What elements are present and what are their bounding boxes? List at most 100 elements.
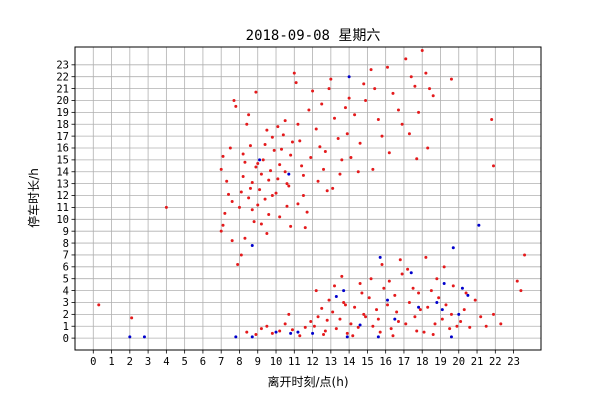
data-point-red	[290, 140, 294, 144]
data-point-red	[269, 169, 273, 173]
data-point-red	[413, 84, 417, 88]
data-point-red	[523, 253, 527, 257]
y-tick-label: 9	[63, 226, 69, 238]
y-tick-label: 3	[63, 297, 69, 309]
data-point-red	[228, 146, 232, 150]
data-point-red	[241, 152, 245, 156]
data-point-blue	[274, 330, 278, 334]
data-point-red	[263, 142, 267, 146]
data-point-red	[369, 68, 373, 72]
y-tick-label: 21	[56, 83, 69, 95]
data-point-red	[227, 192, 231, 196]
plot-frame	[74, 46, 542, 351]
data-point-red	[256, 161, 260, 165]
data-point-red	[473, 298, 477, 302]
data-point-red	[364, 98, 368, 102]
data-point-red	[491, 312, 495, 316]
data-point-red	[424, 71, 428, 75]
data-point-red	[400, 122, 404, 126]
data-point-red	[404, 57, 408, 61]
data-point-red	[464, 291, 468, 295]
data-point-red	[468, 325, 472, 329]
data-point-red	[376, 117, 380, 121]
data-point-red	[285, 182, 289, 186]
data-point-blue	[435, 300, 439, 304]
x-tick-label: 11	[288, 356, 301, 368]
data-point-red	[389, 327, 393, 331]
data-point-red	[369, 277, 373, 281]
data-point-red	[362, 82, 366, 86]
data-point-red	[245, 330, 249, 334]
data-point-red	[254, 90, 258, 94]
data-point-red	[301, 173, 305, 177]
data-point-red	[254, 333, 258, 337]
x-tick-label: 17	[398, 356, 411, 368]
data-point-red	[484, 324, 488, 328]
x-tick-label: 0	[90, 356, 96, 368]
x-tick-label: 10	[270, 356, 283, 368]
data-point-red	[449, 77, 453, 81]
data-point-red	[373, 87, 377, 91]
data-point-red	[382, 286, 386, 290]
data-point-blue	[466, 293, 470, 297]
data-point-red	[256, 203, 260, 207]
data-point-red	[455, 324, 459, 328]
y-tick-label: 23	[56, 60, 69, 72]
data-point-red	[375, 308, 379, 312]
x-ticks: 0 1 2 3 4 5 6 7 8 9 10 11 12 13 14 15 16 17 18 19 20 21 22 23	[90, 350, 520, 368]
data-point-blue	[358, 323, 362, 327]
data-point-red	[431, 94, 435, 98]
data-point-red	[420, 49, 424, 53]
data-point-red	[413, 315, 417, 319]
x-tick-label: 1	[108, 356, 114, 368]
data-point-red	[490, 117, 494, 121]
x-tick-label: 4	[163, 356, 169, 368]
data-point-red	[283, 322, 287, 326]
data-point-red	[320, 306, 324, 310]
y-tick-label: 10	[56, 214, 69, 226]
data-point-red	[316, 179, 320, 183]
data-point-red	[322, 167, 326, 171]
data-point-red	[221, 223, 225, 227]
data-point-red	[417, 110, 421, 114]
data-point-red	[303, 325, 307, 329]
y-tick-label: 19	[56, 107, 69, 119]
x-tick-label: 19	[434, 356, 447, 368]
data-point-red	[270, 135, 274, 139]
data-point-red	[323, 150, 327, 154]
data-point-blue	[128, 335, 132, 339]
x-tick-label: 5	[181, 356, 187, 368]
x-axis-label: 离开时刻/点(h)	[267, 374, 348, 389]
data-point-red	[395, 310, 399, 314]
y-tick-label: 12	[56, 190, 69, 202]
data-point-red	[243, 236, 247, 240]
x-tick-label: 22	[489, 356, 502, 368]
data-point-red	[258, 188, 262, 192]
y-tick-label: 14	[56, 166, 69, 178]
data-point-red	[331, 310, 335, 314]
x-tick-label: 18	[416, 356, 429, 368]
data-point-blue	[393, 317, 397, 321]
x-tick-label: 21	[471, 356, 484, 368]
data-point-red	[459, 319, 463, 323]
data-point-red	[289, 224, 293, 228]
x-tick-label: 15	[361, 356, 374, 368]
data-point-red	[247, 196, 251, 200]
data-point-red	[336, 136, 340, 140]
data-point-red	[358, 141, 362, 145]
data-point-red	[312, 324, 316, 328]
data-point-red	[318, 145, 322, 149]
x-tick-label: 7	[218, 356, 224, 368]
data-point-red	[219, 167, 223, 171]
data-point-red	[334, 327, 338, 331]
data-point-red	[444, 303, 448, 307]
data-point-blue	[334, 295, 338, 299]
y-tick-label: 22	[56, 71, 69, 83]
data-point-red	[396, 108, 400, 112]
data-point-red	[499, 322, 503, 326]
data-point-blue	[296, 330, 300, 334]
data-point-red	[345, 331, 349, 335]
